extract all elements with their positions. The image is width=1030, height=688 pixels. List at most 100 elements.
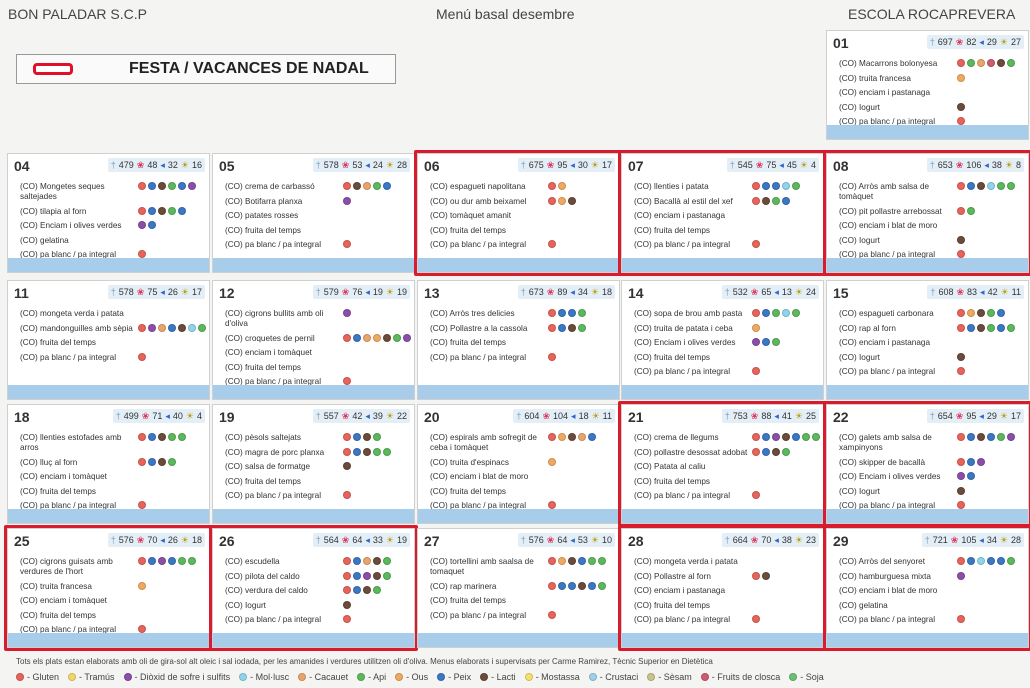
nutrition-value: 89 bbox=[557, 287, 568, 297]
fat-icon: ☀ bbox=[590, 286, 599, 297]
energy-icon: † bbox=[724, 535, 730, 545]
dish-item: (CO) fruita del temps bbox=[20, 611, 134, 621]
allergen-dot-icon bbox=[138, 352, 146, 361]
legend-label: - Sèsam bbox=[658, 672, 692, 682]
dish-item: (CO) patates rosses bbox=[225, 211, 339, 221]
dish-name: (CO) enciam i pastanaga bbox=[634, 211, 726, 220]
allergen-dot-icon bbox=[802, 433, 810, 441]
protein-icon: ◂ bbox=[774, 534, 779, 545]
dish-item: (CO) pèsols saltejats bbox=[225, 433, 381, 443]
dish-item: (CO) pa blanc / pa integral bbox=[430, 240, 556, 250]
protein-icon: ◂ bbox=[160, 286, 165, 297]
nutrition-value: 578 bbox=[118, 287, 134, 297]
protein-icon: ◂ bbox=[365, 159, 370, 170]
carbs-icon: ❀ bbox=[341, 534, 350, 545]
fat-icon: ☀ bbox=[794, 534, 803, 545]
holiday-color-swatch bbox=[33, 63, 73, 75]
dish-item: (CO) Enciam i olives verdes bbox=[20, 221, 156, 231]
allergen-dot-icon bbox=[977, 309, 985, 317]
allergen-dot-icon bbox=[568, 581, 576, 590]
nutrition-value: 545 bbox=[737, 160, 753, 170]
dish-list: (CO) llenties estofades amb arros (CO) ll… bbox=[20, 433, 205, 516]
carbs-icon: ❀ bbox=[956, 286, 965, 297]
dish-item: (CO) hamburguesa mixta bbox=[839, 571, 965, 582]
dish-name: (CO) pa blanc / pa integral bbox=[634, 367, 731, 376]
dish-name: (CO) enciam i pastanaga bbox=[839, 338, 931, 347]
allergen-dot-icon bbox=[548, 309, 556, 317]
allergen-dot-icon bbox=[762, 196, 770, 205]
allergen-dot-icon bbox=[138, 501, 146, 509]
dish-name: (CO) enciam i tomàquet bbox=[20, 472, 107, 481]
allergen-dot-icon bbox=[700, 673, 709, 681]
allergen-dot-icon bbox=[957, 102, 965, 111]
dish-name: (CO) fruita del temps bbox=[634, 600, 710, 610]
allergen-icons bbox=[957, 117, 1028, 125]
allergen-dot-icon bbox=[158, 323, 166, 332]
dish-name: (CO) patates rosses bbox=[225, 211, 299, 220]
dish-name: (CO) Patata al caliu bbox=[634, 462, 706, 471]
allergen-dot-icon bbox=[343, 196, 351, 205]
dish-item: (CO) gelatina bbox=[839, 601, 953, 611]
dish-list: (CO) galets amb salsa de xampinyons (CO) … bbox=[839, 433, 1024, 516]
dish-item: (CO) pollastre desossat adobat bbox=[634, 447, 790, 458]
allergen-dot-icon bbox=[997, 557, 1005, 565]
nutrition-value: 579 bbox=[323, 287, 339, 297]
nutrition-value: 22 bbox=[396, 411, 407, 421]
legend-item: - Soja bbox=[789, 672, 824, 682]
nutrition-value: 38 bbox=[991, 160, 1002, 170]
legend-item: - Ous bbox=[395, 672, 428, 682]
allergen-dot-icon bbox=[762, 182, 770, 190]
nutrition-value: 576 bbox=[118, 535, 134, 545]
carbs-icon: ❀ bbox=[141, 410, 150, 421]
dish-name: (CO) Enciam i olives verdes bbox=[839, 472, 941, 481]
allergen-dot-icon bbox=[558, 557, 566, 565]
allergen-icons bbox=[957, 352, 1028, 361]
allergen-dot-icon bbox=[977, 457, 985, 466]
dish-name: (CO) tomàquet amanit bbox=[430, 211, 511, 220]
allergen-dot-icon bbox=[752, 240, 760, 248]
dish-item: (CO) truita de patata i ceba bbox=[634, 323, 760, 334]
nutrition-value: 71 bbox=[152, 411, 163, 421]
dish-item: (CO) gelatina bbox=[20, 236, 134, 246]
dish-item: (CO) pa blanc / pa integral bbox=[20, 352, 146, 363]
allergen-dot-icon bbox=[158, 457, 166, 466]
dish-item: (CO) fruita del temps bbox=[430, 338, 544, 348]
fat-icon: ☀ bbox=[590, 534, 599, 545]
allergen-icons bbox=[138, 352, 209, 361]
dish-name: (CO) espirals amb sofregit de ceba i tom… bbox=[430, 433, 537, 452]
allergen-dot-icon bbox=[752, 196, 760, 205]
nutrition-value: 19 bbox=[396, 287, 407, 297]
nutrition-summary: † 608 ❀ 83 ◂ 42 ☀ 11 bbox=[927, 285, 1024, 299]
nutrition-value: 18 bbox=[578, 411, 589, 421]
allergen-dot-icon bbox=[987, 59, 995, 67]
dish-name: (CO) fruita del temps bbox=[20, 610, 96, 620]
allergen-icons bbox=[138, 433, 209, 441]
dish-item: (CO) cigrons bullits amb oli d'oliva bbox=[225, 309, 351, 329]
dish-name: (CO) Enciam i olives verdes bbox=[634, 338, 736, 347]
dish-name: (CO) rap marinera bbox=[430, 581, 497, 591]
dish-item: (CO) enciam i blat de moro bbox=[430, 472, 544, 482]
nutrition-summary: † 578 ❀ 75 ◂ 26 ☀ 17 bbox=[107, 285, 205, 299]
allergen-dot-icon bbox=[138, 250, 146, 258]
allergen-dot-icon bbox=[138, 625, 146, 633]
energy-icon: † bbox=[930, 287, 936, 297]
dish-name: (CO) enciam i blat de moro bbox=[430, 472, 529, 481]
nutrition-value: 38 bbox=[781, 535, 792, 545]
dish-list: (CO) espagueti carbonara (CO) rap al forn… bbox=[839, 309, 1024, 382]
allergen-dot-icon bbox=[957, 352, 965, 361]
allergen-dot-icon bbox=[578, 323, 586, 332]
dish-item: (CO) pa blanc / pa integral bbox=[634, 240, 760, 250]
dish-name: (CO) pa blanc / pa integral bbox=[839, 250, 936, 259]
dish-name: (CO) enciam i blat de moro bbox=[839, 221, 938, 230]
legend-item: - Gluten bbox=[16, 672, 59, 682]
nutrition-value: 26 bbox=[167, 535, 178, 545]
allergen-dot-icon bbox=[957, 457, 965, 466]
energy-icon: † bbox=[929, 160, 935, 170]
allergen-dot-icon bbox=[752, 491, 760, 499]
day-number: 19 bbox=[219, 409, 235, 425]
cell-footer-band bbox=[827, 125, 1028, 139]
protein-icon: ◂ bbox=[779, 159, 784, 170]
nutrition-value: 106 bbox=[966, 160, 982, 170]
dish-name: (CO) gelatina bbox=[839, 600, 888, 610]
nutrition-summary: † 479 ❀ 48 ◂ 32 ☀ 16 bbox=[107, 158, 205, 172]
